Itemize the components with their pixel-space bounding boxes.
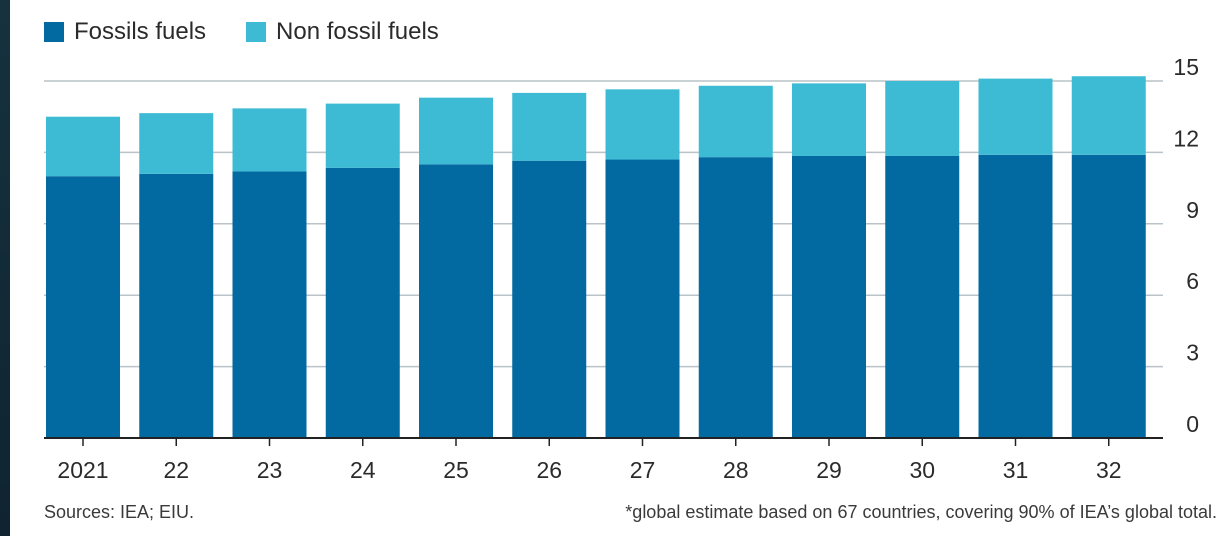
- y-tick-label-0: 0: [1186, 411, 1199, 437]
- bar-non-fossil-24: [325, 103, 400, 168]
- bar-non-fossil-28: [698, 85, 773, 158]
- bar-fossil-29: [792, 155, 866, 438]
- bar-non-fossil-31: [978, 78, 1053, 155]
- bar-non-fossil-23: [232, 108, 307, 172]
- chart-legend: Fossils fuels Non fossil fuels: [44, 16, 439, 48]
- x-tick-label-24: 24: [350, 457, 376, 483]
- bar-fossil-27: [605, 159, 680, 439]
- bar-fossil-30: [885, 155, 960, 438]
- bar-fossil-22: [139, 173, 214, 438]
- legend-label-fossil: Fossils fuels: [74, 18, 207, 45]
- y-tick-label-9: 9: [1186, 197, 1199, 223]
- bar-fossil-23: [232, 171, 307, 438]
- bar-non-fossil-29: [792, 83, 866, 156]
- bar-non-fossil-22: [139, 113, 214, 174]
- bar-fossil-31: [978, 154, 1053, 438]
- footnote: *global estimate based on 67 countries, …: [625, 502, 1217, 522]
- x-tick-label-22: 22: [163, 457, 189, 483]
- window-edge: [0, 0, 10, 536]
- bar-fossil-28: [698, 157, 773, 438]
- bar-non-fossil-32: [1071, 76, 1146, 155]
- x-tick-label-32: 32: [1096, 457, 1122, 483]
- bar-fossil-32: [1071, 154, 1146, 438]
- bar-non-fossil-25: [419, 97, 493, 165]
- x-tick-label-28: 28: [723, 457, 749, 483]
- bar-fossil-2021: [46, 176, 120, 438]
- x-tick-label-26: 26: [536, 457, 562, 483]
- legend-swatch-fossil: [44, 22, 64, 42]
- bar-fossil-25: [419, 164, 493, 439]
- x-tick-label-25: 25: [443, 457, 469, 483]
- sources-note: Sources: IEA; EIU.: [44, 502, 195, 522]
- y-tick-label-12: 12: [1173, 125, 1199, 151]
- legend-item-non-fossil: Non fossil fuels: [246, 18, 439, 46]
- bar-non-fossil-26: [512, 92, 587, 161]
- legend-label-non-fossil: Non fossil fuels: [276, 18, 439, 45]
- bar-non-fossil-27: [605, 89, 680, 160]
- bar-non-fossil-30: [885, 81, 960, 156]
- legend-item-fossil: Fossils fuels: [44, 18, 206, 46]
- x-tick-label-23: 23: [257, 457, 283, 483]
- bar-fossil-24: [325, 167, 400, 438]
- y-tick-label-3: 3: [1186, 340, 1199, 366]
- bar-fossil-26: [512, 160, 587, 439]
- x-tick-label-27: 27: [630, 457, 656, 483]
- x-tick-label-2021: 2021: [57, 457, 108, 483]
- y-tick-label-15: 15: [1173, 54, 1199, 80]
- y-tick-label-6: 6: [1186, 268, 1199, 294]
- x-tick-label-30: 30: [909, 457, 935, 483]
- x-tick-label-31: 31: [1003, 457, 1029, 483]
- bar-non-fossil-2021: [46, 116, 120, 177]
- legend-swatch-non-fossil: [246, 22, 267, 42]
- x-tick-label-29: 29: [816, 457, 842, 483]
